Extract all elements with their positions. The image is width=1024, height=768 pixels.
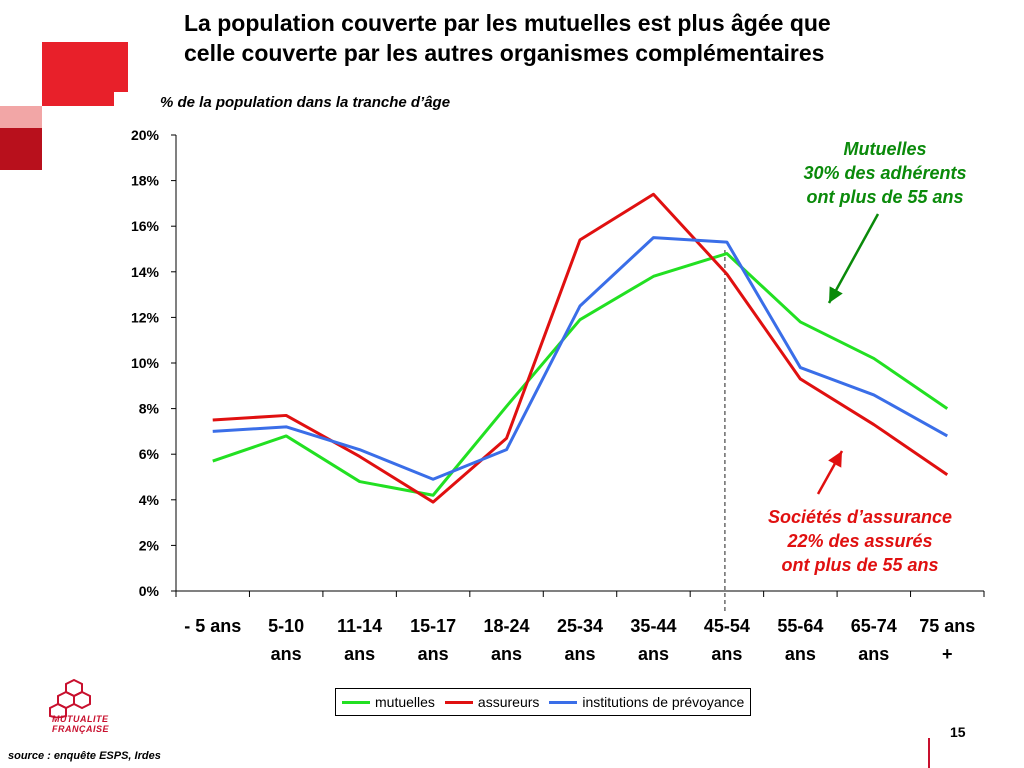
x-tick-label: 18-24 ans (484, 616, 530, 664)
legend-swatch-assureurs (444, 700, 473, 704)
logo-hexagons-icon (49, 678, 91, 718)
x-tick-label-line: 5-10 (268, 616, 304, 636)
arrow-assureurs (816, 450, 844, 495)
x-tick-label: 45-54 ans (704, 616, 750, 664)
page-number: 15 (950, 724, 966, 740)
legend-label-institutions: institutions de prévoyance (582, 694, 745, 710)
series-line-mutuelles (212, 252, 949, 497)
x-tick-label-line: ans (858, 644, 889, 664)
x-tick-label-line: 75 ans (919, 616, 975, 636)
x-tick-label-line: ans (271, 644, 302, 664)
legend-label-mutuelles: mutuelles (375, 694, 435, 710)
deco-square-light (0, 106, 42, 128)
annotation-assureurs-line-3: ont plus de 55 ans (781, 555, 939, 575)
annotation-assureurs-line-1: Sociétés d’assurance (767, 507, 953, 527)
x-tick-label: 15-17 ans (410, 616, 456, 664)
x-tick-label: 65-74 ans (851, 616, 897, 664)
chart-title-line-2: celle couverte par les autres organismes… (184, 40, 825, 66)
x-tick-label: 55-64 ans (777, 616, 823, 664)
series-line-assureurs (212, 192, 949, 504)
x-tick-label: 75 ans + (919, 616, 975, 664)
x-tick-label-line: 65-74 (851, 616, 897, 636)
chart-title: La population couverte par les mutuelles… (184, 8, 1014, 68)
x-tick-label-line: 11-14 (337, 616, 382, 636)
chart-legend: mutuelles assureurs institutions de prév… (335, 688, 752, 716)
annotation-mutuelles-line-1: Mutuelles (843, 139, 927, 159)
deco-square-dark (0, 128, 42, 170)
deco-square-white-notch (114, 92, 128, 106)
legend-item-mutuelles: mutuelles (342, 694, 435, 710)
x-tick-label: - 5 ans (184, 616, 241, 636)
x-tick-label-line: ans (418, 644, 449, 664)
x-tick-label-line: ans (785, 644, 816, 664)
x-tick-label-line: 15-17 (410, 616, 456, 636)
chart-title-line-1: La population couverte par les mutuelles… (184, 10, 831, 36)
x-tick-label-line: ans (564, 644, 595, 664)
x-tick-label-line: ans (491, 644, 522, 664)
annotation-mutuelles: Mutuelles 30% des adhérents ont plus de … (770, 137, 1000, 209)
x-tick-label-line: 35-44 (630, 616, 676, 636)
legend-swatch-institutions (549, 700, 578, 704)
y-tick-label: 16% (131, 218, 160, 234)
legend-item-institutions: institutions de prévoyance (549, 694, 744, 710)
y-tick-label: 8% (139, 401, 160, 417)
x-tick-label: 5-10 ans (268, 616, 304, 664)
x-tick-label: 11-14 ans (337, 616, 382, 664)
y-tick-label: 18% (131, 173, 160, 189)
x-tick-label-line: 25-34 (557, 616, 603, 636)
annotation-assureurs-line-2: 22% des assurés (787, 531, 933, 551)
x-tick-label: 35-44 ans (630, 616, 676, 664)
annotation-mutuelles-line-3: ont plus de 55 ans (806, 187, 964, 207)
x-tick-label: 25-34 ans (557, 616, 603, 664)
legend-item-assureurs: assureurs (444, 694, 540, 710)
annotation-assureurs: Sociétés d’assurance 22% des assurés ont… (735, 505, 985, 577)
series-line-institutions (212, 236, 949, 481)
y-tick-label: 12% (131, 309, 160, 325)
y-tick-label: 6% (139, 446, 160, 462)
x-tick-label-line: + (942, 644, 953, 664)
chart-subtitle: % de la population dans la tranche d’âge (160, 94, 451, 111)
x-tick-label-line: ans (344, 644, 375, 664)
y-tick-label: 10% (131, 355, 160, 371)
legend-swatch-mutuelles (342, 700, 370, 704)
page-divider (928, 738, 930, 768)
arrow-mutuelles (827, 213, 880, 304)
logo-text-line-1: MUTUALITE (52, 714, 109, 724)
y-tick-label: 20% (131, 127, 160, 143)
y-tick-label: 14% (131, 264, 160, 280)
mutualite-francaise-logo: MUTUALITE FRANÇAISE (38, 678, 148, 748)
source-note: source : enquête ESPS, Irdes (8, 750, 161, 762)
x-tick-label-line: 55-64 (777, 616, 823, 636)
x-tick-label-line: 45-54 (704, 616, 750, 636)
y-tick-label: 2% (139, 537, 160, 553)
logo-text-line-2: FRANÇAISE (52, 724, 110, 734)
annotation-mutuelles-line-2: 30% des adhérents (803, 163, 967, 183)
y-tick-label: 4% (139, 492, 160, 508)
x-tick-label-line: ans (638, 644, 669, 664)
x-tick-label-line: 18-24 (484, 616, 530, 636)
x-tick-label-line: ans (711, 644, 742, 664)
deco-square-large (42, 42, 128, 106)
y-tick-label: 0% (139, 583, 160, 599)
x-tick-label-line: - 5 ans (184, 616, 241, 636)
legend-label-assureurs: assureurs (477, 694, 540, 710)
